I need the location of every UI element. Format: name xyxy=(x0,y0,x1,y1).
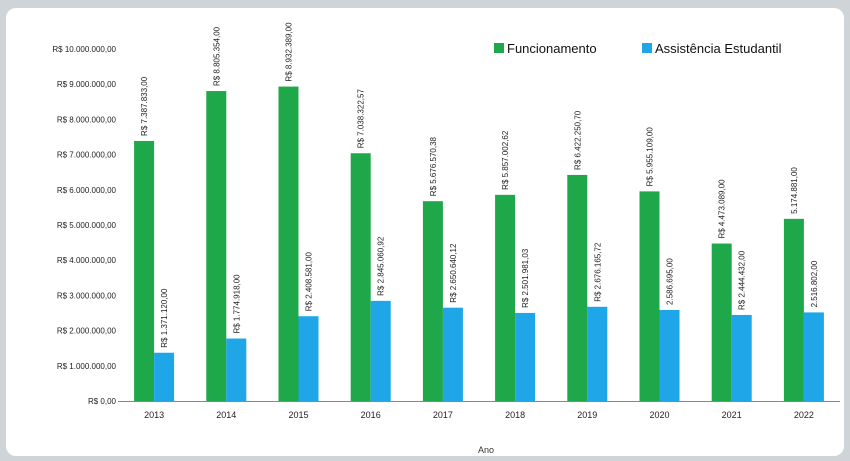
x-tick-label: 2020 xyxy=(649,410,669,420)
bar-funcionamento xyxy=(350,153,371,401)
bar-funcionamento xyxy=(495,194,516,401)
y-tick-label: R$ 8.000.000,00 xyxy=(57,115,117,124)
legend: Funcionamento Assistência Estudantil xyxy=(494,41,782,56)
bar-funcionamento xyxy=(783,218,804,401)
data-label: R$ 2.444.432,00 xyxy=(738,250,747,310)
bar-funcionamento xyxy=(206,91,227,401)
data-label: 2.586.695,00 xyxy=(666,258,675,305)
x-axis: 2013 2014 2015 2016 2017 2018 2019 2020 2021 2022 xyxy=(118,401,840,420)
data-label: R$ 2.501.981,03 xyxy=(521,248,530,308)
bar-funcionamento xyxy=(567,174,588,401)
y-tick-label: R$ 0,00 xyxy=(88,397,117,406)
y-tick-label: R$ 3.000.000,00 xyxy=(57,291,117,300)
bar-funcionamento xyxy=(639,191,660,401)
bar-assistencia-estudantil xyxy=(587,306,608,401)
data-label: R$ 8.805.354,00 xyxy=(212,26,221,86)
y-tick-label: R$ 4.000.000,00 xyxy=(57,256,117,265)
x-tick-label: 2016 xyxy=(361,410,381,420)
x-tick-label: 2019 xyxy=(577,410,597,420)
data-label: R$ 1.774.918,00 xyxy=(232,274,241,334)
bars: R$ 7.387.833,00 R$ 1.371.120,00 R$ 8.805.3… xyxy=(134,22,824,402)
bar-funcionamento xyxy=(422,201,443,401)
bar-assistencia-estudantil xyxy=(803,312,824,401)
legend-label-funcionamento: Funcionamento xyxy=(507,41,597,56)
bar-assistencia-estudantil xyxy=(298,316,319,401)
y-axis: R$ 0,00 R$ 1.000.000,00 R$ 2.000.000,00 R$ … xyxy=(52,45,116,406)
legend-swatch-funcionamento xyxy=(494,43,504,53)
x-tick-label: 2017 xyxy=(433,410,453,420)
data-label: R$ 2.676.165,72 xyxy=(593,242,602,302)
data-label: R$ 1.371.120,00 xyxy=(160,288,169,348)
y-tick-label: R$ 6.000.000,00 xyxy=(57,186,117,195)
y-tick-label: R$ 9.000.000,00 xyxy=(57,80,117,89)
data-label: 5.174.881,00 xyxy=(790,167,799,214)
bar-assistencia-estudantil xyxy=(731,314,752,401)
legend-label-assistencia: Assistência Estudantil xyxy=(655,41,782,56)
data-label: R$ 5.857.002,62 xyxy=(501,130,510,190)
bar-assistencia-estudantil xyxy=(154,352,175,401)
bar-funcionamento xyxy=(134,140,155,401)
x-axis-title: Ano xyxy=(478,445,494,455)
y-tick-label: R$ 2.000.000,00 xyxy=(57,327,117,336)
x-tick-label: 2022 xyxy=(794,410,814,420)
x-tick-label: 2018 xyxy=(505,410,525,420)
bar-assistencia-estudantil xyxy=(442,307,463,401)
y-tick-label: R$ 10.000.000,00 xyxy=(52,45,116,54)
data-label: R$ 7.038.322,57 xyxy=(357,89,366,149)
data-label: R$ 8.932.389,00 xyxy=(285,22,294,82)
y-tick-label: R$ 5.000.000,00 xyxy=(57,221,117,230)
y-tick-label: R$ 1.000.000,00 xyxy=(57,362,117,371)
data-label: R$ 6.422.250,70 xyxy=(573,110,582,170)
y-tick-label: R$ 7.000.000,00 xyxy=(57,151,117,160)
data-label: R$ 5.676.570,38 xyxy=(429,136,438,196)
data-label: 2.516.802,00 xyxy=(810,260,819,307)
bar-assistencia-estudantil xyxy=(659,309,680,401)
bar-assistencia-estudantil xyxy=(515,312,536,401)
bar-funcionamento xyxy=(711,243,732,401)
data-label: R$ 7.387.833,00 xyxy=(140,76,149,136)
legend-swatch-assistencia xyxy=(642,43,652,53)
bar-assistencia-estudantil xyxy=(370,300,391,401)
x-tick-label: 2021 xyxy=(722,410,742,420)
x-tick-label: 2015 xyxy=(288,410,308,420)
data-label: R$ 2.650.640,12 xyxy=(449,243,458,303)
data-label: R$ 2.408.581,00 xyxy=(305,252,314,312)
data-label: R$ 4.473.089,00 xyxy=(718,179,727,239)
x-tick-label: 2013 xyxy=(144,410,164,420)
data-label: R$ 5.955.109,00 xyxy=(646,127,655,187)
bar-assistencia-estudantil xyxy=(226,338,247,401)
x-tick-label: 2014 xyxy=(216,410,236,420)
bar-funcionamento xyxy=(278,86,299,402)
data-label: R$ 2.845.060,92 xyxy=(377,236,386,296)
